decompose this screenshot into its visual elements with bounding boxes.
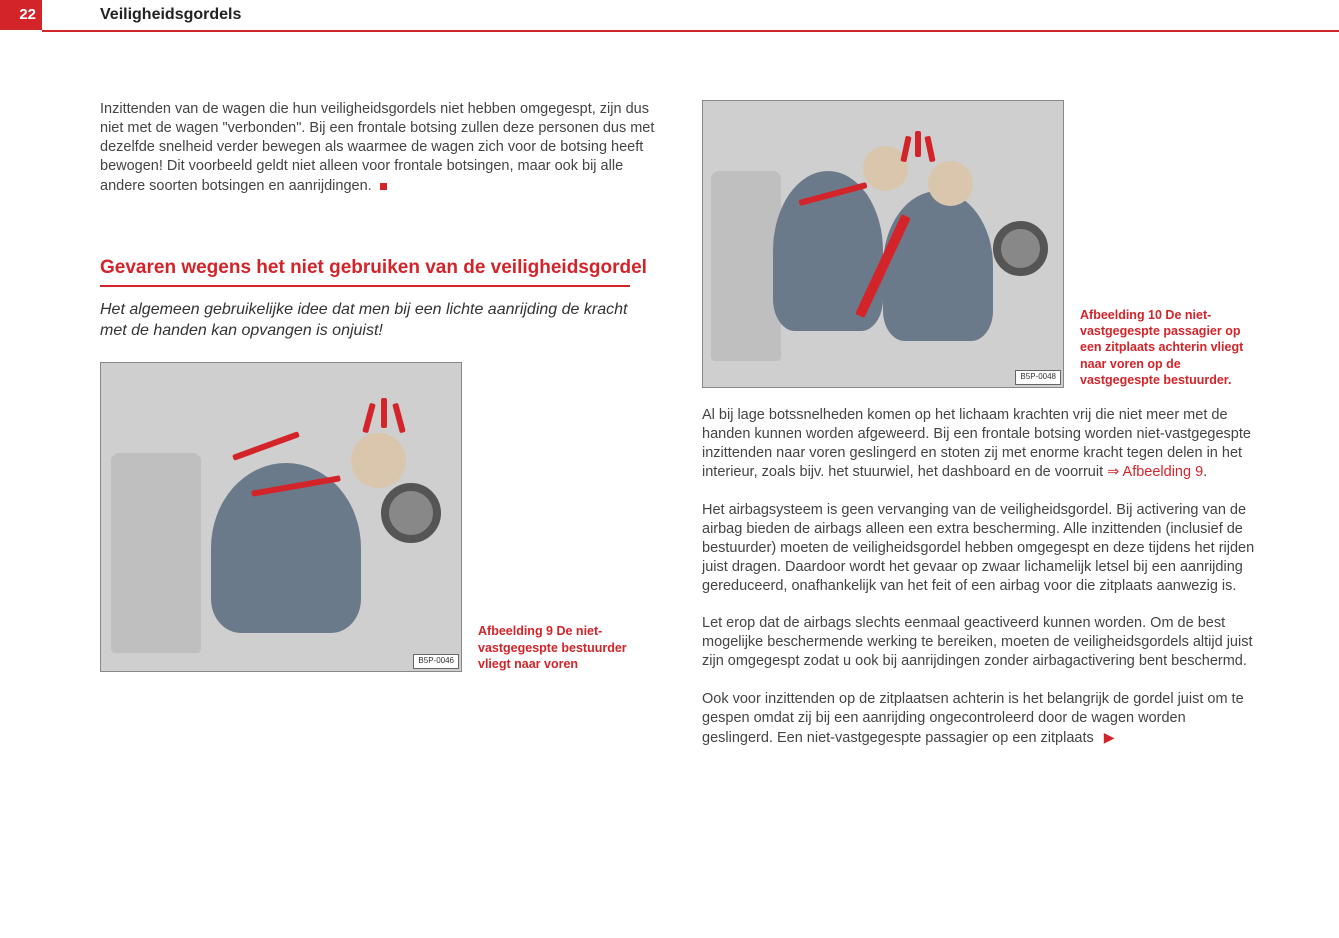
right-para-3: Let erop dat de airbags slechts eenmaal … — [702, 614, 1260, 671]
section-lede: Het algemeen gebruikelijke idee dat men … — [100, 299, 630, 342]
impact-stroke-icon — [900, 136, 911, 163]
figure-10-image: B5P-0048 — [702, 100, 1064, 388]
steering-wheel-shape — [993, 221, 1048, 276]
figure-9-image: B5P-0046 — [100, 362, 462, 672]
impact-stroke-icon — [392, 403, 406, 434]
motion-stroke-icon — [232, 431, 300, 461]
page-number-badge: 22 — [0, 0, 42, 30]
driver-head-shape — [928, 161, 973, 206]
header-rule — [42, 30, 1339, 32]
figure-10-block: B5P-0048 Afbeelding 10 De niet-vastgeges… — [702, 100, 1260, 388]
right-para-4-text: Ook voor inzittenden op de zitplaatsen a… — [702, 691, 1244, 746]
seat-shape — [111, 453, 201, 653]
impact-stroke-icon — [924, 136, 935, 163]
figure-10-code: B5P-0048 — [1015, 370, 1061, 385]
content-columns: Inzittenden van de wagen die hun veiligh… — [100, 100, 1260, 748]
impact-stroke-icon — [381, 398, 387, 428]
steering-wheel-shape — [381, 483, 441, 543]
figure-9-caption: Afbeelding 9 De niet-vastgegespte bestuu… — [478, 623, 648, 672]
left-column: Inzittenden van de wagen die hun veiligh… — [100, 100, 658, 748]
right-para-1: Al bij lage botssnelheden komen op het l… — [702, 406, 1260, 483]
right-para-2: Het airbagsysteem is geen vervanging van… — [702, 501, 1260, 597]
continue-arrow-icon: ▶ — [1104, 728, 1115, 746]
right-column: B5P-0048 Afbeelding 10 De niet-vastgeges… — [702, 100, 1260, 748]
figure-10-caption: Afbeelding 10 De niet-vastgegespte passa… — [1080, 307, 1250, 388]
section-rule — [100, 285, 630, 287]
figure-9-block: B5P-0046 Afbeelding 9 De niet-vastgegesp… — [100, 362, 658, 672]
intro-paragraph: Inzittenden van de wagen die hun veiligh… — [100, 100, 658, 196]
rear-seat-shape — [711, 171, 781, 361]
driver-torso-shape — [883, 191, 993, 341]
right-para-4: Ook voor inzittenden op de zitplaatsen a… — [702, 690, 1260, 748]
header-title: Veiligheidsgordels — [100, 0, 241, 30]
person-head-shape — [351, 433, 406, 488]
impact-stroke-icon — [362, 403, 376, 434]
intro-text: Inzittenden van de wagen die hun veiligh… — [100, 101, 654, 194]
figure-9-link[interactable]: ⇒ Afbeelding 9 — [1107, 464, 1203, 480]
impact-stroke-icon — [915, 131, 921, 157]
page-number: 22 — [19, 5, 36, 25]
section-heading: Gevaren wegens het niet gebruiken van de… — [100, 256, 658, 280]
end-square-icon — [380, 183, 387, 190]
right-para-1b: . — [1203, 464, 1207, 480]
page-header: 22 Veiligheidsgordels — [0, 0, 1339, 30]
figure-9-code: B5P-0046 — [413, 654, 459, 669]
